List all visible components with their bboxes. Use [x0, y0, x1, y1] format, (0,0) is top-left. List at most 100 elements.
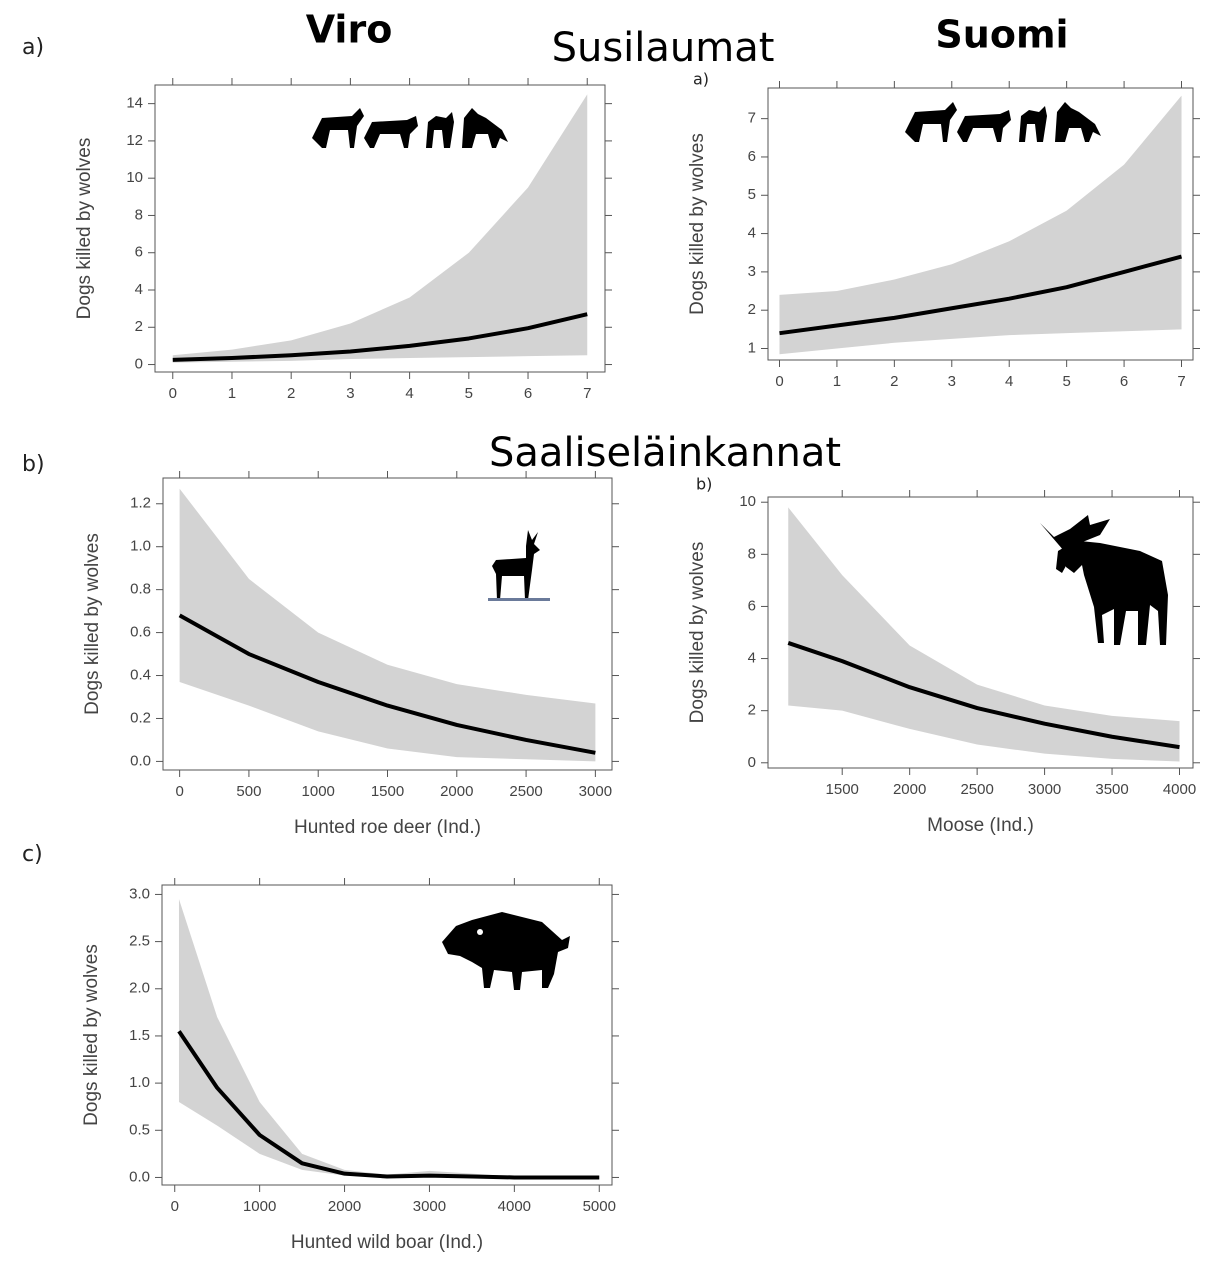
y-tick-label: 1.0 — [130, 538, 151, 555]
y-tick-label: 5 — [748, 186, 756, 203]
y-tick-label: 0 — [135, 356, 143, 373]
y-tick-label: 1.5 — [129, 1027, 150, 1044]
y-tick-label: 2 — [135, 318, 143, 335]
y-tick-label: 1.0 — [129, 1074, 150, 1091]
x-tick-label: 2 — [287, 385, 295, 402]
y-tick-label: 2.0 — [129, 980, 150, 997]
x-tick-label: 0 — [171, 1198, 179, 1215]
boar-icon — [442, 912, 570, 990]
fitted-line — [779, 254, 1183, 336]
x-tick-label: 1500 — [826, 781, 859, 798]
y-tick-label: 10 — [126, 169, 143, 186]
wolves-icon — [905, 102, 1101, 142]
x-tick-label: 1000 — [243, 1198, 276, 1215]
x-tick-label: 4000 — [498, 1198, 531, 1215]
y-tick-label: 0.2 — [130, 709, 151, 726]
x-tick-label: 2500 — [960, 781, 993, 798]
plot-frame — [154, 84, 606, 373]
x-tick-label: 2500 — [509, 783, 542, 800]
moose-icon — [1040, 515, 1168, 645]
y-axis-label: Dogs killed by wolves — [74, 138, 95, 320]
x-axis-label: Hunted wild boar (Ind.) — [291, 1232, 483, 1253]
y-tick-label: 0.0 — [130, 752, 151, 769]
y-tick-label: 0.4 — [130, 666, 151, 683]
y-tick-label: 0.0 — [129, 1168, 150, 1185]
y-tick-label: 4 — [135, 281, 143, 298]
y-tick-label: 2.5 — [129, 933, 150, 950]
x-tick-label: 2000 — [440, 783, 473, 800]
confidence-band — [179, 488, 596, 762]
plot-frame — [767, 496, 1194, 769]
plot-frame — [767, 87, 1194, 361]
x-axis-label: Moose (Ind.) — [927, 815, 1034, 836]
x-tick-label: 1 — [228, 385, 236, 402]
x-tick-label: 500 — [236, 783, 261, 800]
column-title: Viro — [306, 8, 393, 52]
x-tick-label: 3000 — [413, 1198, 446, 1215]
x-tick-label: 2000 — [893, 781, 926, 798]
x-tick-label: 1500 — [371, 783, 404, 800]
y-tick-label: 0.8 — [130, 581, 151, 598]
x-tick-label: 0 — [775, 373, 783, 390]
y-tick-label: 3.0 — [129, 885, 150, 902]
y-tick-label: 7 — [748, 110, 756, 127]
fitted-line — [787, 641, 1180, 750]
y-tick-label: 8 — [135, 206, 143, 223]
y-tick-label: 4 — [748, 225, 756, 242]
x-tick-label: 0 — [169, 385, 177, 402]
y-tick-label: 14 — [126, 95, 143, 112]
x-tick-label: 7 — [583, 385, 591, 402]
x-tick-label: 2 — [890, 373, 898, 390]
x-tick-label: 5 — [1062, 373, 1070, 390]
x-tick-label: 3500 — [1095, 781, 1128, 798]
x-tick-label: 3 — [948, 373, 956, 390]
x-tick-label: 4 — [405, 385, 413, 402]
section-title: Susilaumat — [552, 25, 775, 71]
panel-label: c) — [22, 842, 43, 867]
x-tick-label: 4 — [1005, 373, 1013, 390]
y-axis-label: Dogs killed by wolves — [687, 133, 708, 315]
wolves-icon — [312, 108, 508, 148]
y-tick-label: 2 — [748, 301, 756, 318]
column-title: Suomi — [935, 13, 1068, 57]
x-tick-label: 6 — [524, 385, 532, 402]
x-tick-label: 6 — [1120, 373, 1128, 390]
x-tick-label: 1000 — [302, 783, 335, 800]
x-tick-label: 5000 — [583, 1198, 616, 1215]
y-tick-label: 0 — [748, 754, 756, 771]
y-tick-label: 4 — [748, 650, 756, 667]
x-tick-label: 5 — [465, 385, 473, 402]
x-tick-label: 7 — [1177, 373, 1185, 390]
panel-label: a) — [693, 70, 709, 89]
silhouettes — [312, 102, 1168, 990]
fitted-line — [178, 613, 596, 755]
x-tick-label: 4000 — [1163, 781, 1196, 798]
plot-frame — [161, 884, 613, 1186]
y-axis-label: Dogs killed by wolves — [687, 542, 708, 724]
x-tick-label: 0 — [175, 783, 183, 800]
y-tick-label: 6 — [135, 244, 143, 261]
confidence-band — [788, 507, 1180, 762]
x-axis-label: Hunted roe deer (Ind.) — [294, 817, 481, 838]
y-tick-label: 12 — [126, 132, 143, 149]
fitted-line — [177, 1030, 600, 1180]
section-title: Saaliseläinkannat — [489, 430, 841, 476]
x-tick-label: 3 — [346, 385, 354, 402]
y-axis-label: Dogs killed by wolves — [82, 533, 103, 715]
panel-label: a) — [22, 35, 44, 60]
y-tick-label: 2 — [748, 702, 756, 719]
y-tick-label: 0.6 — [130, 624, 151, 641]
x-tick-label: 3000 — [579, 783, 612, 800]
y-tick-label: 1.2 — [130, 495, 151, 512]
fitted-line — [172, 312, 588, 362]
y-tick-label: 0.5 — [129, 1121, 150, 1138]
y-tick-label: 6 — [748, 148, 756, 165]
y-tick-label: 8 — [748, 545, 756, 562]
confidence-band — [172, 94, 588, 363]
panel-label: b) — [22, 452, 45, 477]
y-tick-label: 10 — [739, 493, 756, 510]
y-axis-label: Dogs killed by wolves — [81, 944, 102, 1126]
x-tick-label: 3000 — [1028, 781, 1061, 798]
deer-icon — [488, 530, 550, 601]
